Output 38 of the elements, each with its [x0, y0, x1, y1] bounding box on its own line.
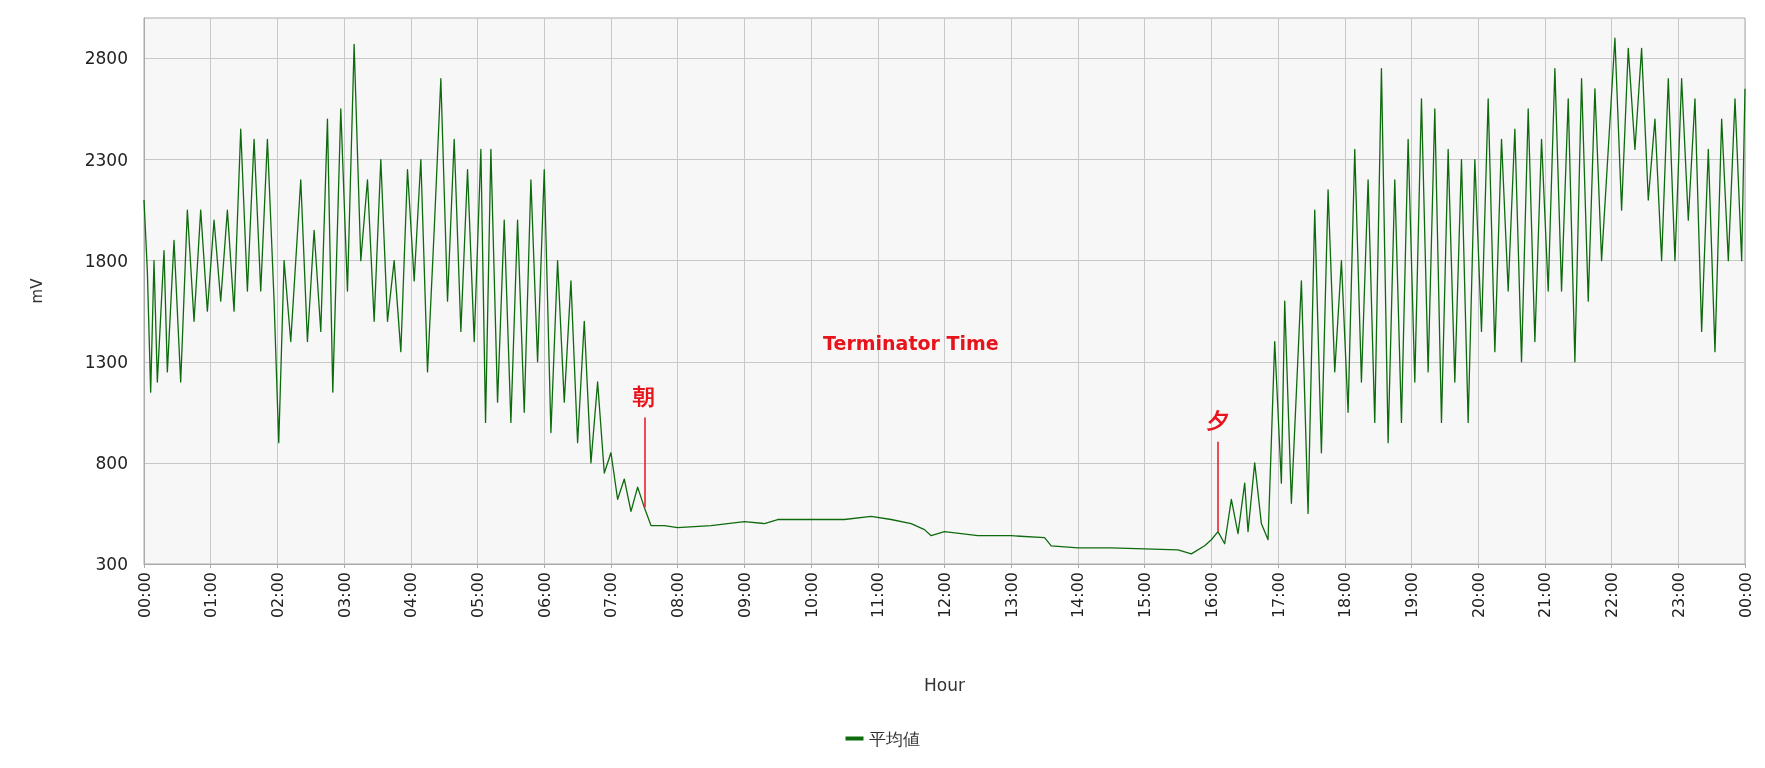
- x-tick-label: 10:00: [801, 572, 821, 619]
- x-tick-label: 01:00: [201, 572, 221, 619]
- x-tick-label: 06:00: [534, 572, 554, 619]
- y-tick-label: 800: [95, 452, 128, 473]
- x-tick-label: 09:00: [734, 572, 754, 619]
- x-tick-label: 03:00: [334, 572, 354, 619]
- x-tick-label: 20:00: [1468, 572, 1488, 619]
- x-tick-label: 08:00: [668, 572, 688, 619]
- x-tick-label: 11:00: [868, 572, 888, 619]
- x-tick-label: 04:00: [401, 572, 421, 619]
- x-tick-label: 21:00: [1535, 572, 1555, 619]
- x-tick-label: 00:00: [134, 572, 154, 619]
- y-tick-label: 2300: [84, 149, 128, 170]
- x-tick-label: 00:00: [1735, 572, 1755, 619]
- x-tick-label: 14:00: [1068, 572, 1088, 619]
- x-axis-title: Hour: [924, 674, 965, 695]
- annotation: 夕: [1206, 408, 1229, 434]
- y-tick-label: 1800: [84, 250, 128, 271]
- annotation: 朝: [632, 383, 656, 409]
- x-tick-label: 19:00: [1401, 572, 1421, 619]
- y-tick-label: 1300: [84, 351, 128, 372]
- x-tick-label: 12:00: [935, 572, 954, 619]
- x-tick-label: 05:00: [468, 572, 488, 619]
- line-series: [143, 37, 1746, 555]
- x-tick-label: 02:00: [267, 572, 287, 619]
- y-tick-label: 2800: [84, 48, 128, 69]
- x-tick-label: 17:00: [1268, 572, 1288, 619]
- x-tick-label: 13:00: [1001, 572, 1021, 619]
- y-tick-label: 300: [95, 554, 128, 574]
- y-axis-title: mV: [27, 277, 46, 304]
- x-tick-label: 07:00: [601, 572, 621, 619]
- x-tick-label: 16:00: [1201, 572, 1221, 619]
- x-tick-label: 18:00: [1335, 572, 1355, 619]
- x-tick-label: 22:00: [1602, 572, 1622, 619]
- annotation: Terminator Time: [823, 332, 999, 355]
- legend-label: 平均値: [868, 728, 920, 749]
- x-tick-label: 15:00: [1135, 572, 1155, 619]
- x-tick-label: 23:00: [1668, 572, 1688, 619]
